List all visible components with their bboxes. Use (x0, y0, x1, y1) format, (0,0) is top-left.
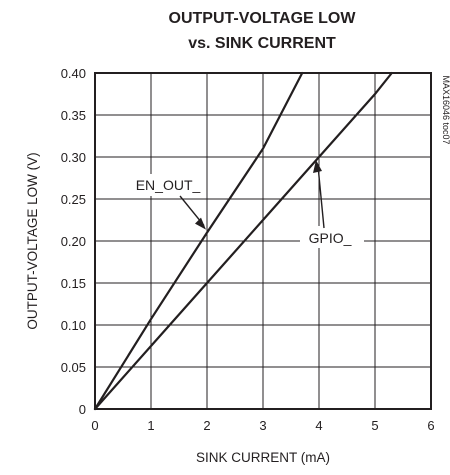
x-tick-label: 2 (203, 418, 210, 433)
series-lines (93, 71, 393, 411)
x-tick-label: 3 (259, 418, 266, 433)
x-tick-label: 1 (147, 418, 154, 433)
gridlines (95, 73, 431, 409)
y-tick-label: 0.05 (61, 360, 86, 375)
x-tick-label: 4 (315, 418, 322, 433)
annotation-label-en-out: EN_OUT_ (136, 177, 201, 193)
annotation-label-gpio: GPIO_ (309, 230, 352, 246)
x-tick-label: 6 (427, 418, 434, 433)
plot-frame (94, 72, 432, 410)
part-code-label: MAX16046 toc07 (441, 75, 450, 144)
annotation-arrowhead-en-out (195, 217, 206, 230)
annotation-label-background (300, 226, 364, 248)
x-axis-label: SINK CURRENT (mA) (196, 450, 330, 465)
y-tick-label: 0.20 (61, 234, 86, 249)
y-tick-label: 0 (79, 402, 86, 417)
annotations: EN_OUT_ GPIO_ (130, 160, 364, 248)
x-tick-label: 0 (91, 418, 98, 433)
series-line-gpio (93, 71, 393, 411)
y-axis-label: OUTPUT-VOLTAGE LOW (V) (25, 152, 40, 329)
chart-title-line-2: vs. SINK CURRENT (188, 35, 336, 52)
x-tick-label: 5 (371, 418, 378, 433)
chart-title-line-1: OUTPUT-VOLTAGE LOW (169, 10, 357, 27)
annotation-arrowhead-gpio (313, 160, 322, 173)
y-tick-label: 0.30 (61, 150, 86, 165)
y-tick-label: 0.10 (61, 318, 86, 333)
tick-labels: 0 1 2 3 4 5 6 0 0.05 0.10 0.15 0.20 0.25 0.30 0.35 0.40 (61, 66, 435, 433)
y-tick-label: 0.35 (61, 108, 86, 123)
annotation-leader-gpio (317, 165, 325, 229)
y-tick-label: 0.40 (61, 66, 86, 81)
annotation-label-background (130, 174, 206, 196)
y-tick-label: 0.15 (61, 276, 86, 291)
y-tick-label: 0.25 (61, 192, 86, 207)
series-line-en-out (93, 71, 304, 411)
